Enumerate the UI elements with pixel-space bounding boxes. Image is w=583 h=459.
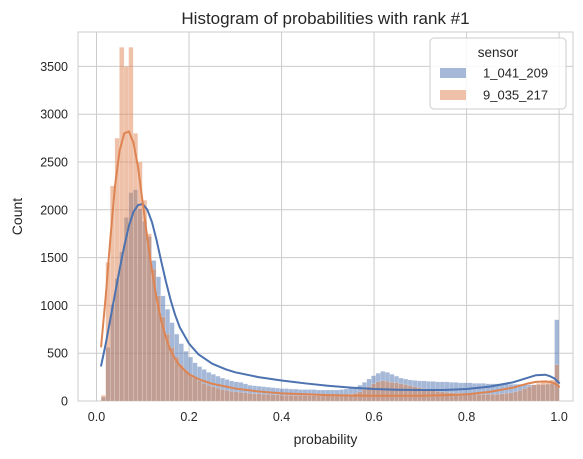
histogram-bar — [330, 395, 335, 402]
histogram-bar — [261, 394, 267, 402]
y-tick-label: 3000 — [40, 108, 68, 122]
histogram-bar — [265, 394, 271, 402]
histogram-bar — [293, 395, 299, 402]
histogram-bar — [192, 377, 198, 402]
histogram-bar — [288, 395, 294, 402]
x-axis-ticks: 0.0 0.2 0.4 0.6 0.8 1.0 — [88, 410, 568, 424]
histogram-bar — [439, 391, 445, 402]
histogram-bar — [178, 364, 184, 402]
histogram-bar — [513, 391, 519, 402]
histogram-bar — [389, 382, 395, 402]
histogram-bar — [504, 393, 509, 402]
y-axis-ticks: 0 500 1000 1500 2000 2500 3000 3500 — [40, 60, 68, 409]
histogram-bar — [481, 394, 486, 402]
histogram-bar — [375, 381, 381, 402]
histogram-bar — [471, 394, 477, 402]
histogram-bar — [490, 394, 496, 402]
histogram-bar — [398, 383, 404, 402]
chart-title: Histogram of probabilities with rank #1 — [181, 9, 469, 28]
x-tick-label: 1.0 — [550, 410, 567, 424]
histogram-bar — [412, 386, 418, 402]
histogram-bar — [197, 380, 203, 402]
histogram-bar — [233, 391, 239, 402]
histogram-bar — [384, 381, 390, 402]
histogram-bar — [206, 385, 212, 402]
kde-curves — [100, 130, 561, 397]
legend-label-2: 9_035_217 — [483, 88, 548, 103]
histogram-bar — [220, 389, 225, 402]
histogram-bar — [334, 395, 340, 402]
histogram-bar — [536, 383, 541, 402]
histogram-bar — [526, 386, 532, 402]
histogram-bar — [188, 374, 193, 402]
histogram-bar — [238, 392, 244, 402]
histogram-bar — [256, 393, 262, 402]
kde-line-series-2 — [100, 130, 561, 397]
legend-label-1: 1_041_209 — [483, 66, 548, 81]
histogram-bar — [247, 393, 253, 402]
x-tick-label: 0.4 — [273, 410, 290, 424]
histogram-bar — [494, 394, 500, 402]
histogram-bar — [320, 395, 326, 402]
legend-title: sensor — [478, 45, 519, 60]
histogram-bar — [485, 394, 491, 402]
legend-swatch-1 — [440, 68, 466, 78]
histogram-bar — [316, 395, 322, 402]
x-tick-label: 0.8 — [458, 410, 475, 424]
histogram-bar — [531, 384, 537, 402]
histogram-bar — [183, 370, 189, 402]
histogram-bar — [284, 395, 290, 402]
histogram-bar — [394, 382, 399, 402]
histogram-bar — [279, 395, 285, 402]
histogram-bar — [444, 392, 450, 402]
y-tick-label: 2500 — [40, 156, 68, 170]
histogram-bar — [101, 395, 106, 402]
histogram-bar — [270, 394, 276, 402]
x-tick-label: 0.0 — [88, 410, 105, 424]
x-tick-label: 0.6 — [365, 410, 382, 424]
y-tick-label: 1000 — [40, 299, 68, 313]
histogram-bar — [476, 394, 482, 402]
histogram-bar — [307, 395, 312, 402]
histogram-bar — [325, 395, 331, 402]
histogram-bar — [133, 133, 138, 402]
histogram-bar — [407, 385, 413, 402]
x-axis-label: probability — [294, 431, 358, 447]
histogram-bar — [371, 383, 377, 402]
histogram-bar — [499, 393, 505, 402]
histogram-bar — [275, 394, 280, 402]
histogram-bar — [210, 386, 216, 402]
histogram-bar — [403, 384, 409, 402]
histogram-bar — [297, 395, 303, 402]
histogram-bar — [201, 383, 207, 402]
histogram-bar — [522, 388, 528, 402]
y-axis-label: Count — [9, 198, 25, 235]
kde-line-series-1 — [100, 203, 561, 392]
y-tick-label: 3500 — [40, 60, 68, 74]
y-tick-label: 0 — [61, 395, 68, 409]
y-tick-label: 500 — [47, 347, 68, 361]
histogram-bar — [215, 387, 221, 402]
histogram-bar — [380, 380, 386, 402]
histogram-bar — [508, 392, 514, 402]
legend: sensor 1_041_209 9_035_217 — [429, 37, 567, 110]
histogram-bar — [302, 395, 308, 402]
histogram-bar — [311, 395, 317, 402]
histogram-bar — [242, 392, 248, 402]
histogram-bar — [224, 390, 230, 402]
histogram-bar — [229, 391, 235, 402]
histogram-bar — [540, 381, 546, 402]
histogram-bar — [517, 390, 523, 402]
histogram-bar — [545, 380, 551, 402]
legend-swatch-2 — [440, 90, 466, 100]
histogram-bar — [119, 47, 125, 402]
x-tick-label: 0.2 — [180, 410, 197, 424]
histogram-bar — [252, 393, 257, 402]
y-tick-label: 1500 — [40, 251, 68, 265]
y-tick-label: 2000 — [40, 203, 68, 217]
